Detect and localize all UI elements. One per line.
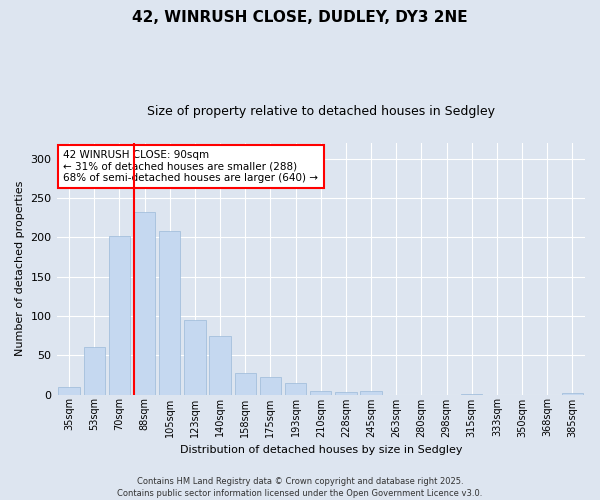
Bar: [260, 377, 281, 394]
Title: Size of property relative to detached houses in Sedgley: Size of property relative to detached ho…: [147, 105, 495, 118]
Bar: [285, 382, 307, 394]
Bar: [310, 392, 331, 394]
Bar: [109, 236, 130, 394]
Text: 42 WINRUSH CLOSE: 90sqm
← 31% of detached houses are smaller (288)
68% of semi-d: 42 WINRUSH CLOSE: 90sqm ← 31% of detache…: [64, 150, 319, 183]
Bar: [361, 392, 382, 394]
Bar: [562, 393, 583, 394]
Bar: [209, 336, 231, 394]
Bar: [184, 320, 206, 394]
Bar: [83, 348, 105, 395]
Text: 42, WINRUSH CLOSE, DUDLEY, DY3 2NE: 42, WINRUSH CLOSE, DUDLEY, DY3 2NE: [132, 10, 468, 25]
Bar: [58, 388, 80, 394]
Bar: [335, 392, 356, 394]
Bar: [235, 374, 256, 394]
Bar: [134, 212, 155, 394]
Bar: [159, 231, 181, 394]
X-axis label: Distribution of detached houses by size in Sedgley: Distribution of detached houses by size …: [179, 445, 462, 455]
Y-axis label: Number of detached properties: Number of detached properties: [15, 181, 25, 356]
Text: Contains HM Land Registry data © Crown copyright and database right 2025.
Contai: Contains HM Land Registry data © Crown c…: [118, 476, 482, 498]
